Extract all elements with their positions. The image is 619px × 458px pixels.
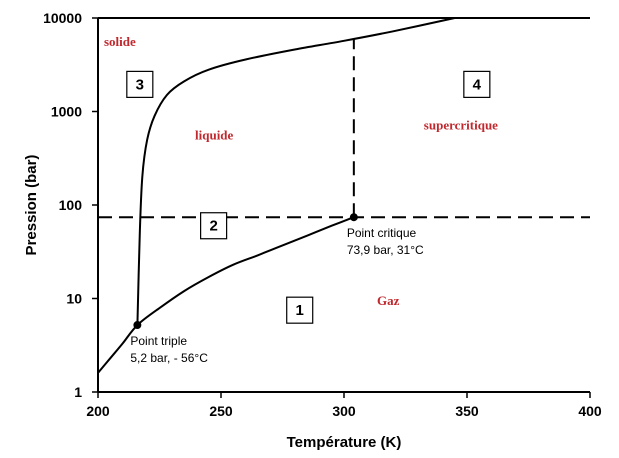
point-label-values: 73,9 bar, 31°C	[347, 243, 424, 257]
markers-layer: Point triple 5,2 bar, - 56°C Point critiqu…	[130, 213, 424, 365]
y-tick-label: 1	[74, 384, 82, 400]
x-tick-label: 200	[86, 403, 110, 419]
point-label-name: Point triple	[130, 334, 187, 348]
phase-lines	[97, 17, 590, 374]
region-number-box	[126, 70, 154, 98]
region-number: 1	[296, 302, 304, 319]
y-tick-label: 10	[66, 291, 82, 307]
y-tick-label: 1000	[51, 104, 82, 120]
x-tick-label: 350	[455, 403, 479, 419]
region-number-box	[200, 212, 228, 240]
point-marker	[133, 321, 142, 330]
point-label-name: Point critique	[347, 226, 417, 240]
region-label: Gaz	[377, 293, 400, 308]
phase-boundary-curve	[136, 17, 455, 326]
y-tick-label: 100	[59, 197, 83, 213]
region-number: 2	[209, 218, 217, 235]
point-label-values: 5,2 bar, - 56°C	[130, 351, 208, 365]
region-number: 3	[136, 76, 144, 93]
x-tick-label: 400	[578, 403, 602, 419]
region-number: 4	[473, 76, 482, 93]
x-tick-label: 250	[209, 403, 233, 419]
annotations-layer: solide liquide supercritique Gaz 3 4 2 1	[104, 34, 498, 324]
region-number-box	[286, 296, 314, 324]
x-tick-label: 300	[332, 403, 356, 419]
region-label: supercritique	[424, 118, 498, 133]
axis-ticks: 200 250 300 350 400 1 10 100 1000 10000	[43, 10, 602, 419]
y-axis-title: Pression (bar)	[23, 155, 40, 256]
x-axis-title: Température (K)	[287, 434, 402, 451]
region-number-box	[463, 70, 491, 98]
y-tick-label: 10000	[43, 10, 82, 26]
region-label: liquide	[195, 128, 234, 143]
phase-boundary-curve	[97, 216, 355, 374]
region-label: solide	[104, 34, 136, 49]
point-marker	[349, 213, 358, 222]
